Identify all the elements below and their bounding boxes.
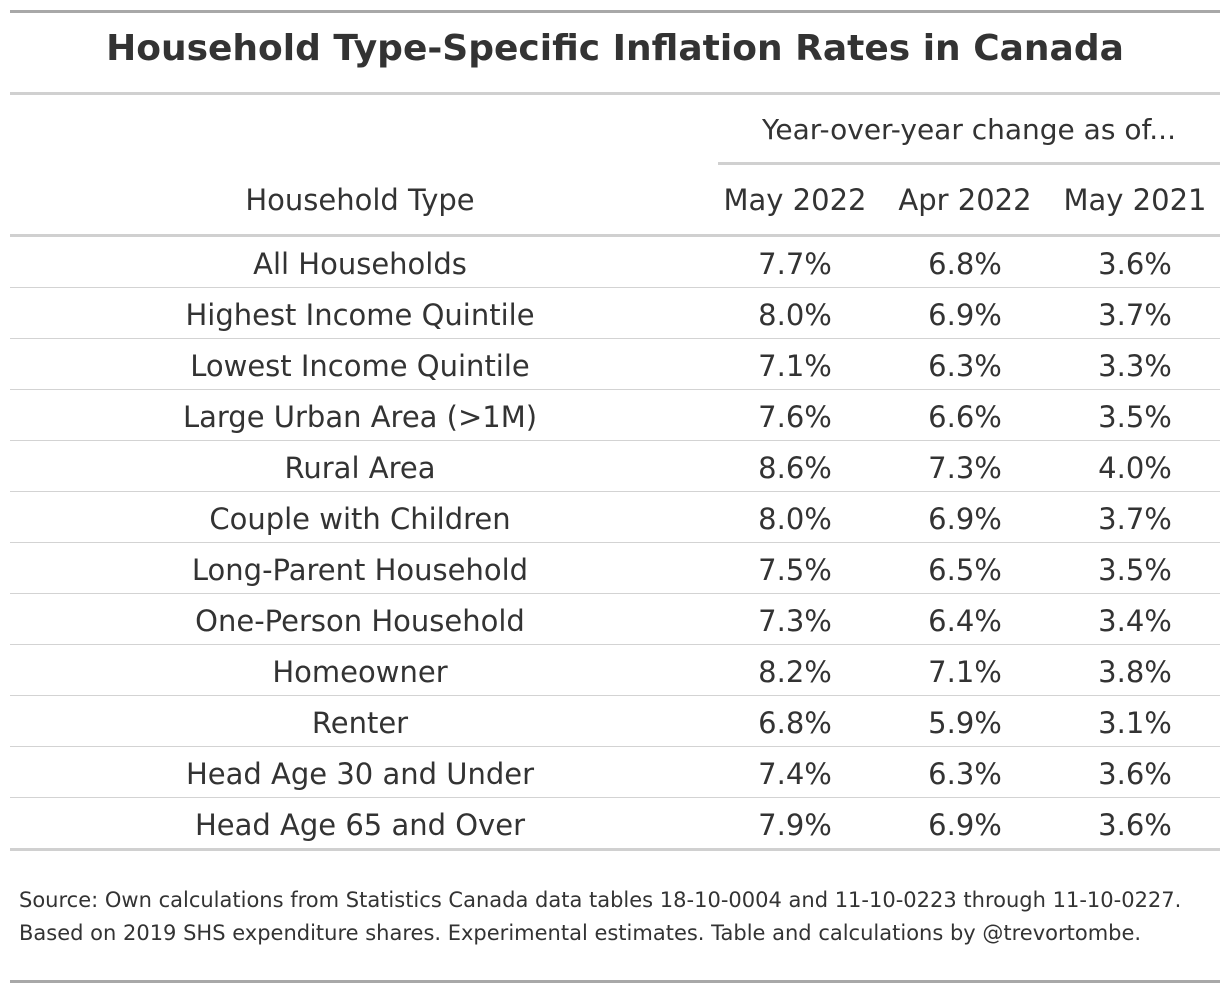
header-rule (10, 234, 1220, 237)
may-2022-cell: 6.8% (758, 706, 832, 740)
may-2021-cell: 3.4% (1098, 604, 1172, 638)
may-2021-cell: 3.8% (1098, 655, 1172, 689)
table-row: All Households 7.7% 6.8% 3.6% (10, 237, 1220, 288)
may-2022-cell: 7.9% (758, 808, 832, 842)
table-row: Lowest Income Quintile 7.1% 6.3% 3.3% (10, 339, 1220, 390)
household-type-cell: Long-Parent Household (191, 553, 529, 587)
may-2021-cell: 3.3% (1098, 349, 1172, 383)
table-title: Household Type-Specific Inflation Rates … (106, 28, 1124, 69)
may-2022-cell: 8.2% (758, 655, 832, 689)
household-type-cell: One-Person Household (195, 604, 525, 638)
may-2022-cell: 8.0% (758, 298, 832, 332)
table-row: Large Urban Area (>1M) 7.6% 6.6% 3.5% (10, 390, 1220, 441)
household-type-cell: All Households (253, 247, 467, 281)
may-2021-cell: 4.0% (1098, 451, 1172, 485)
apr-2022-cell: 7.1% (928, 655, 1002, 689)
household-type-cell: Rural Area (284, 451, 436, 485)
table-row: Head Age 30 and Under 7.4% 6.3% 3.6% (10, 747, 1220, 798)
bottom-rule (10, 980, 1220, 983)
apr-2022-cell: 6.3% (928, 757, 1002, 791)
household-type-cell: Homeowner (272, 655, 448, 689)
column-header-apr-2022: Apr 2022 (898, 183, 1032, 217)
table-row: Rural Area 8.6% 7.3% 4.0% (10, 441, 1220, 492)
may-2021-cell: 3.6% (1098, 247, 1172, 281)
apr-2022-cell: 6.5% (928, 553, 1002, 587)
apr-2022-cell: 6.9% (928, 502, 1002, 536)
may-2022-cell: 7.7% (758, 247, 832, 281)
apr-2022-cell: 6.4% (928, 604, 1002, 638)
household-type-cell: Lowest Income Quintile (190, 349, 530, 383)
apr-2022-cell: 6.6% (928, 400, 1002, 434)
table-bottom-rule (10, 848, 1220, 851)
may-2021-cell: 3.7% (1098, 502, 1172, 536)
may-2022-cell: 7.5% (758, 553, 832, 587)
apr-2022-cell: 5.9% (928, 706, 1002, 740)
methodology-note: Based on 2019 SHS expenditure shares. Ex… (19, 921, 1142, 945)
may-2022-cell: 7.1% (758, 349, 832, 383)
may-2021-cell: 3.1% (1098, 706, 1172, 740)
table-row: Long-Parent Household 7.5% 6.5% 3.5% (10, 543, 1220, 594)
may-2021-cell: 3.6% (1098, 808, 1172, 842)
table-row: Renter 6.8% 5.9% 3.1% (10, 696, 1220, 747)
apr-2022-cell: 7.3% (928, 451, 1002, 485)
may-2022-cell: 7.4% (758, 757, 832, 791)
may-2021-cell: 3.5% (1098, 553, 1172, 587)
top-rule (10, 10, 1220, 13)
table-row: Homeowner 8.2% 7.1% 3.8% (10, 645, 1220, 696)
column-header-household-type: Household Type (245, 183, 475, 217)
household-type-cell: Renter (311, 706, 409, 740)
may-2022-cell: 8.6% (758, 451, 832, 485)
table-row: One-Person Household 7.3% 6.4% 3.4% (10, 594, 1220, 645)
may-2022-cell: 7.3% (758, 604, 832, 638)
household-type-cell: Large Urban Area (>1M) (182, 400, 538, 434)
may-2022-cell: 8.0% (758, 502, 832, 536)
column-header-may-2022: May 2022 (723, 183, 867, 217)
title-rule (10, 92, 1220, 95)
table-body: All Households 7.7% 6.8% 3.6% Highest Income… (10, 237, 1220, 849)
spanner-rule (718, 162, 1220, 165)
table-row: Couple with Children 8.0% 6.9% 3.7% (10, 492, 1220, 543)
household-type-cell: Couple with Children (209, 502, 511, 536)
apr-2022-cell: 6.9% (928, 298, 1002, 332)
household-type-cell: Highest Income Quintile (185, 298, 535, 332)
household-type-cell: Head Age 65 and Over (194, 808, 525, 842)
source-note: Source: Own calculations from Statistics… (19, 888, 1182, 912)
may-2021-cell: 3.6% (1098, 757, 1172, 791)
household-type-cell: Head Age 30 and Under (185, 757, 535, 791)
may-2021-cell: 3.5% (1098, 400, 1172, 434)
column-spanner: Year-over-year change as of... (762, 113, 1176, 146)
apr-2022-cell: 6.3% (928, 349, 1002, 383)
apr-2022-cell: 6.9% (928, 808, 1002, 842)
table-row: Head Age 65 and Over 7.9% 6.9% 3.6% (10, 798, 1220, 849)
column-header-may-2021: May 2021 (1063, 183, 1207, 217)
table-row: Highest Income Quintile 8.0% 6.9% 3.7% (10, 288, 1220, 339)
may-2022-cell: 7.6% (758, 400, 832, 434)
may-2021-cell: 3.7% (1098, 298, 1172, 332)
apr-2022-cell: 6.8% (928, 247, 1002, 281)
